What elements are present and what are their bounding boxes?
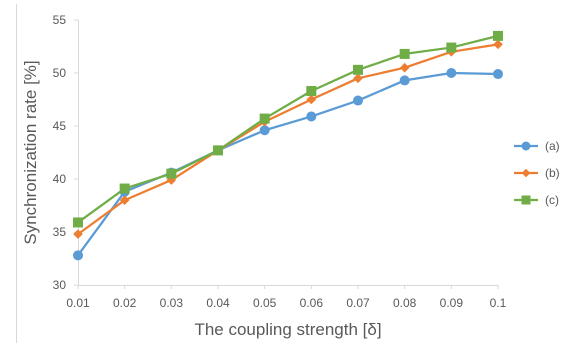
data-point [213,145,223,156]
data-point [73,229,83,239]
axes: 30 35 40 45 50 55 0.01 0.02 0.03 0.04 0.05 0.06 0.07… [16,4,507,343]
legend-item: (b) [514,166,560,180]
x-tick-label: 0.02 [113,296,137,310]
data-point [446,68,457,78]
legend-swatch-marker [521,141,531,151]
legend-label: (a) [545,139,560,153]
data-point [493,30,503,41]
y-tick-label: 45 [53,119,67,133]
legend-swatch-marker [521,195,531,205]
legend-item: (a) [514,139,560,153]
data-point [493,69,503,80]
series-line [76,71,500,257]
x-tick-label: 0.03 [160,296,184,310]
series-line [76,34,500,224]
series-3 [73,30,503,228]
data-point [73,217,83,228]
data-point [119,195,130,205]
x-tick-label: 0.09 [440,296,464,310]
legend-swatch-marker [521,168,531,178]
series-2 [73,39,503,239]
x-tick-label: 0.06 [300,296,324,310]
data-point [353,73,363,84]
x-tick-label: 0.01 [66,296,90,310]
x-tick-label: 0.07 [346,296,370,310]
data-point [259,113,270,124]
data-point [306,94,317,105]
series-layer [73,30,503,261]
data-point [399,75,410,86]
data-point [399,62,410,73]
series-line [76,43,500,236]
legend-item: (c) [514,193,559,207]
data-point [259,125,270,136]
x-axis-title: The coupling strength [δ] [194,320,381,339]
y-tick-label: 35 [53,225,67,239]
x-tick-label: 0.05 [253,296,277,310]
x-tick-label: 0.04 [206,296,230,310]
y-tick-label: 30 [53,278,67,292]
data-point [493,39,503,50]
y-tick-label: 40 [53,172,67,186]
y-tick-label: 55 [53,13,67,27]
data-point [446,42,457,53]
series-1 [73,68,503,261]
data-point [399,48,410,59]
x-tick-label: 0.08 [393,296,417,310]
legend-label: (c) [545,193,559,207]
y-axis-title: Synchronization rate [%] [21,60,40,244]
data-point [166,168,177,179]
data-point [353,95,363,106]
data-point [353,64,363,75]
legend: (a) (b) (c) [514,139,560,207]
data-point [73,250,83,261]
x-tick-label: 0.1 [490,296,507,310]
data-point [306,86,317,97]
y-tick-label: 50 [53,66,67,80]
legend-label: (b) [545,166,560,180]
data-point [119,183,130,194]
data-point [306,111,317,122]
